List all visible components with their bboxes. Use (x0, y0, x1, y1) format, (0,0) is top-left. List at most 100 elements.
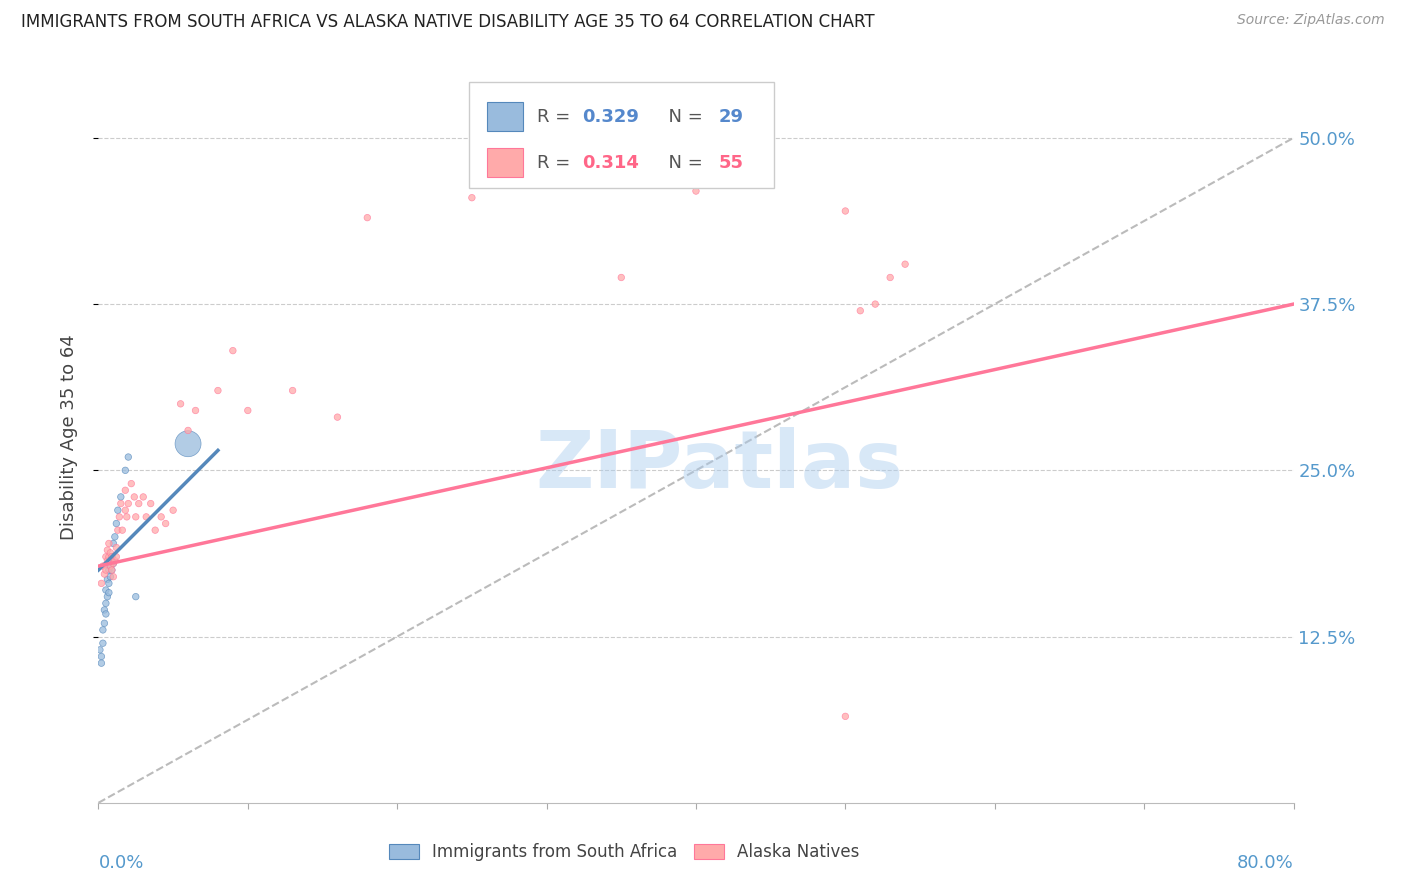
Point (104, 530, 127, 544)
Point (879, 270, 901, 285)
Point (356, 211, 378, 225)
Point (117, 497, 139, 511)
Point (105, 549, 128, 564)
Point (91, 636, 114, 650)
Text: 29: 29 (718, 108, 744, 126)
Point (894, 257, 917, 271)
Point (90, 576, 112, 591)
Bar (486, 102, 523, 131)
Text: R =: R = (537, 108, 576, 126)
Point (108, 509, 131, 524)
Point (207, 384, 229, 398)
Text: ZIPatlas: ZIPatlas (536, 427, 904, 506)
Point (125, 509, 148, 524)
Y-axis label: Disability Age 35 to 64: Disability Age 35 to 64 (59, 334, 77, 540)
FancyBboxPatch shape (470, 82, 773, 188)
Point (610, 270, 633, 285)
Point (97, 549, 120, 564)
Text: N =: N = (657, 153, 709, 172)
Point (93, 603, 115, 617)
Point (107, 503, 129, 517)
Text: 80.0%: 80.0% (1237, 854, 1294, 872)
Point (177, 424, 200, 438)
Point (849, 303, 872, 318)
Point (865, 297, 887, 311)
Point (110, 490, 132, 504)
Point (107, 523, 129, 537)
Point (101, 549, 124, 564)
Point (93, 567, 115, 582)
Point (117, 450, 139, 464)
Point (96, 543, 118, 558)
Text: 0.314: 0.314 (582, 153, 640, 172)
Point (128, 497, 150, 511)
Point (111, 523, 134, 537)
Point (96, 554, 118, 568)
Point (114, 483, 136, 498)
Point (115, 509, 138, 524)
Point (135, 509, 157, 524)
Point (103, 557, 125, 571)
Point (98, 559, 122, 574)
Point (94, 582, 117, 597)
Text: 0.329: 0.329 (582, 108, 640, 126)
Point (326, 410, 349, 425)
Point (222, 343, 245, 358)
Point (103, 570, 125, 584)
Point (104, 554, 127, 568)
Point (103, 536, 125, 550)
Point (91, 623, 114, 637)
Point (97, 536, 120, 550)
Point (97, 585, 120, 599)
Point (90, 656, 112, 670)
Point (124, 490, 146, 504)
Point (184, 403, 207, 417)
Point (834, 204, 856, 219)
Point (461, 191, 484, 205)
Point (132, 490, 155, 504)
Point (98, 546, 122, 560)
Text: IMMIGRANTS FROM SOUTH AFRICA VS ALASKA NATIVE DISABILITY AGE 35 TO 64 CORRELATIO: IMMIGRANTS FROM SOUTH AFRICA VS ALASKA N… (21, 13, 875, 31)
Point (97, 563, 120, 577)
Text: R =: R = (537, 153, 576, 172)
Point (114, 503, 136, 517)
Point (98, 559, 122, 574)
Point (96, 573, 118, 587)
Point (93, 616, 115, 631)
Point (101, 549, 124, 564)
Point (105, 516, 128, 531)
Point (143, 523, 166, 537)
Legend: Immigrants from South Africa, Alaska Natives: Immigrants from South Africa, Alaska Nat… (382, 837, 866, 868)
Text: Source: ZipAtlas.com: Source: ZipAtlas.com (1237, 13, 1385, 28)
Point (101, 563, 124, 577)
Point (685, 184, 707, 198)
Text: 0.0%: 0.0% (98, 854, 143, 872)
Point (120, 476, 142, 491)
Point (169, 397, 191, 411)
Point (91, 559, 114, 574)
Point (101, 563, 124, 577)
Point (94, 549, 117, 564)
Point (177, 436, 200, 450)
Point (139, 497, 162, 511)
Point (94, 563, 117, 577)
Point (110, 497, 132, 511)
Text: 55: 55 (718, 153, 744, 172)
Point (96, 590, 118, 604)
Point (125, 590, 148, 604)
Point (155, 516, 177, 531)
Point (105, 541, 128, 555)
Point (236, 403, 259, 417)
Point (834, 709, 856, 723)
Point (281, 384, 304, 398)
Point (97, 576, 120, 591)
Point (94, 607, 117, 621)
Point (103, 557, 125, 571)
Point (162, 503, 184, 517)
Point (89, 643, 111, 657)
Point (150, 509, 173, 524)
Point (98, 570, 122, 584)
Point (94, 596, 117, 610)
Bar (486, 148, 523, 178)
Point (90, 649, 112, 664)
